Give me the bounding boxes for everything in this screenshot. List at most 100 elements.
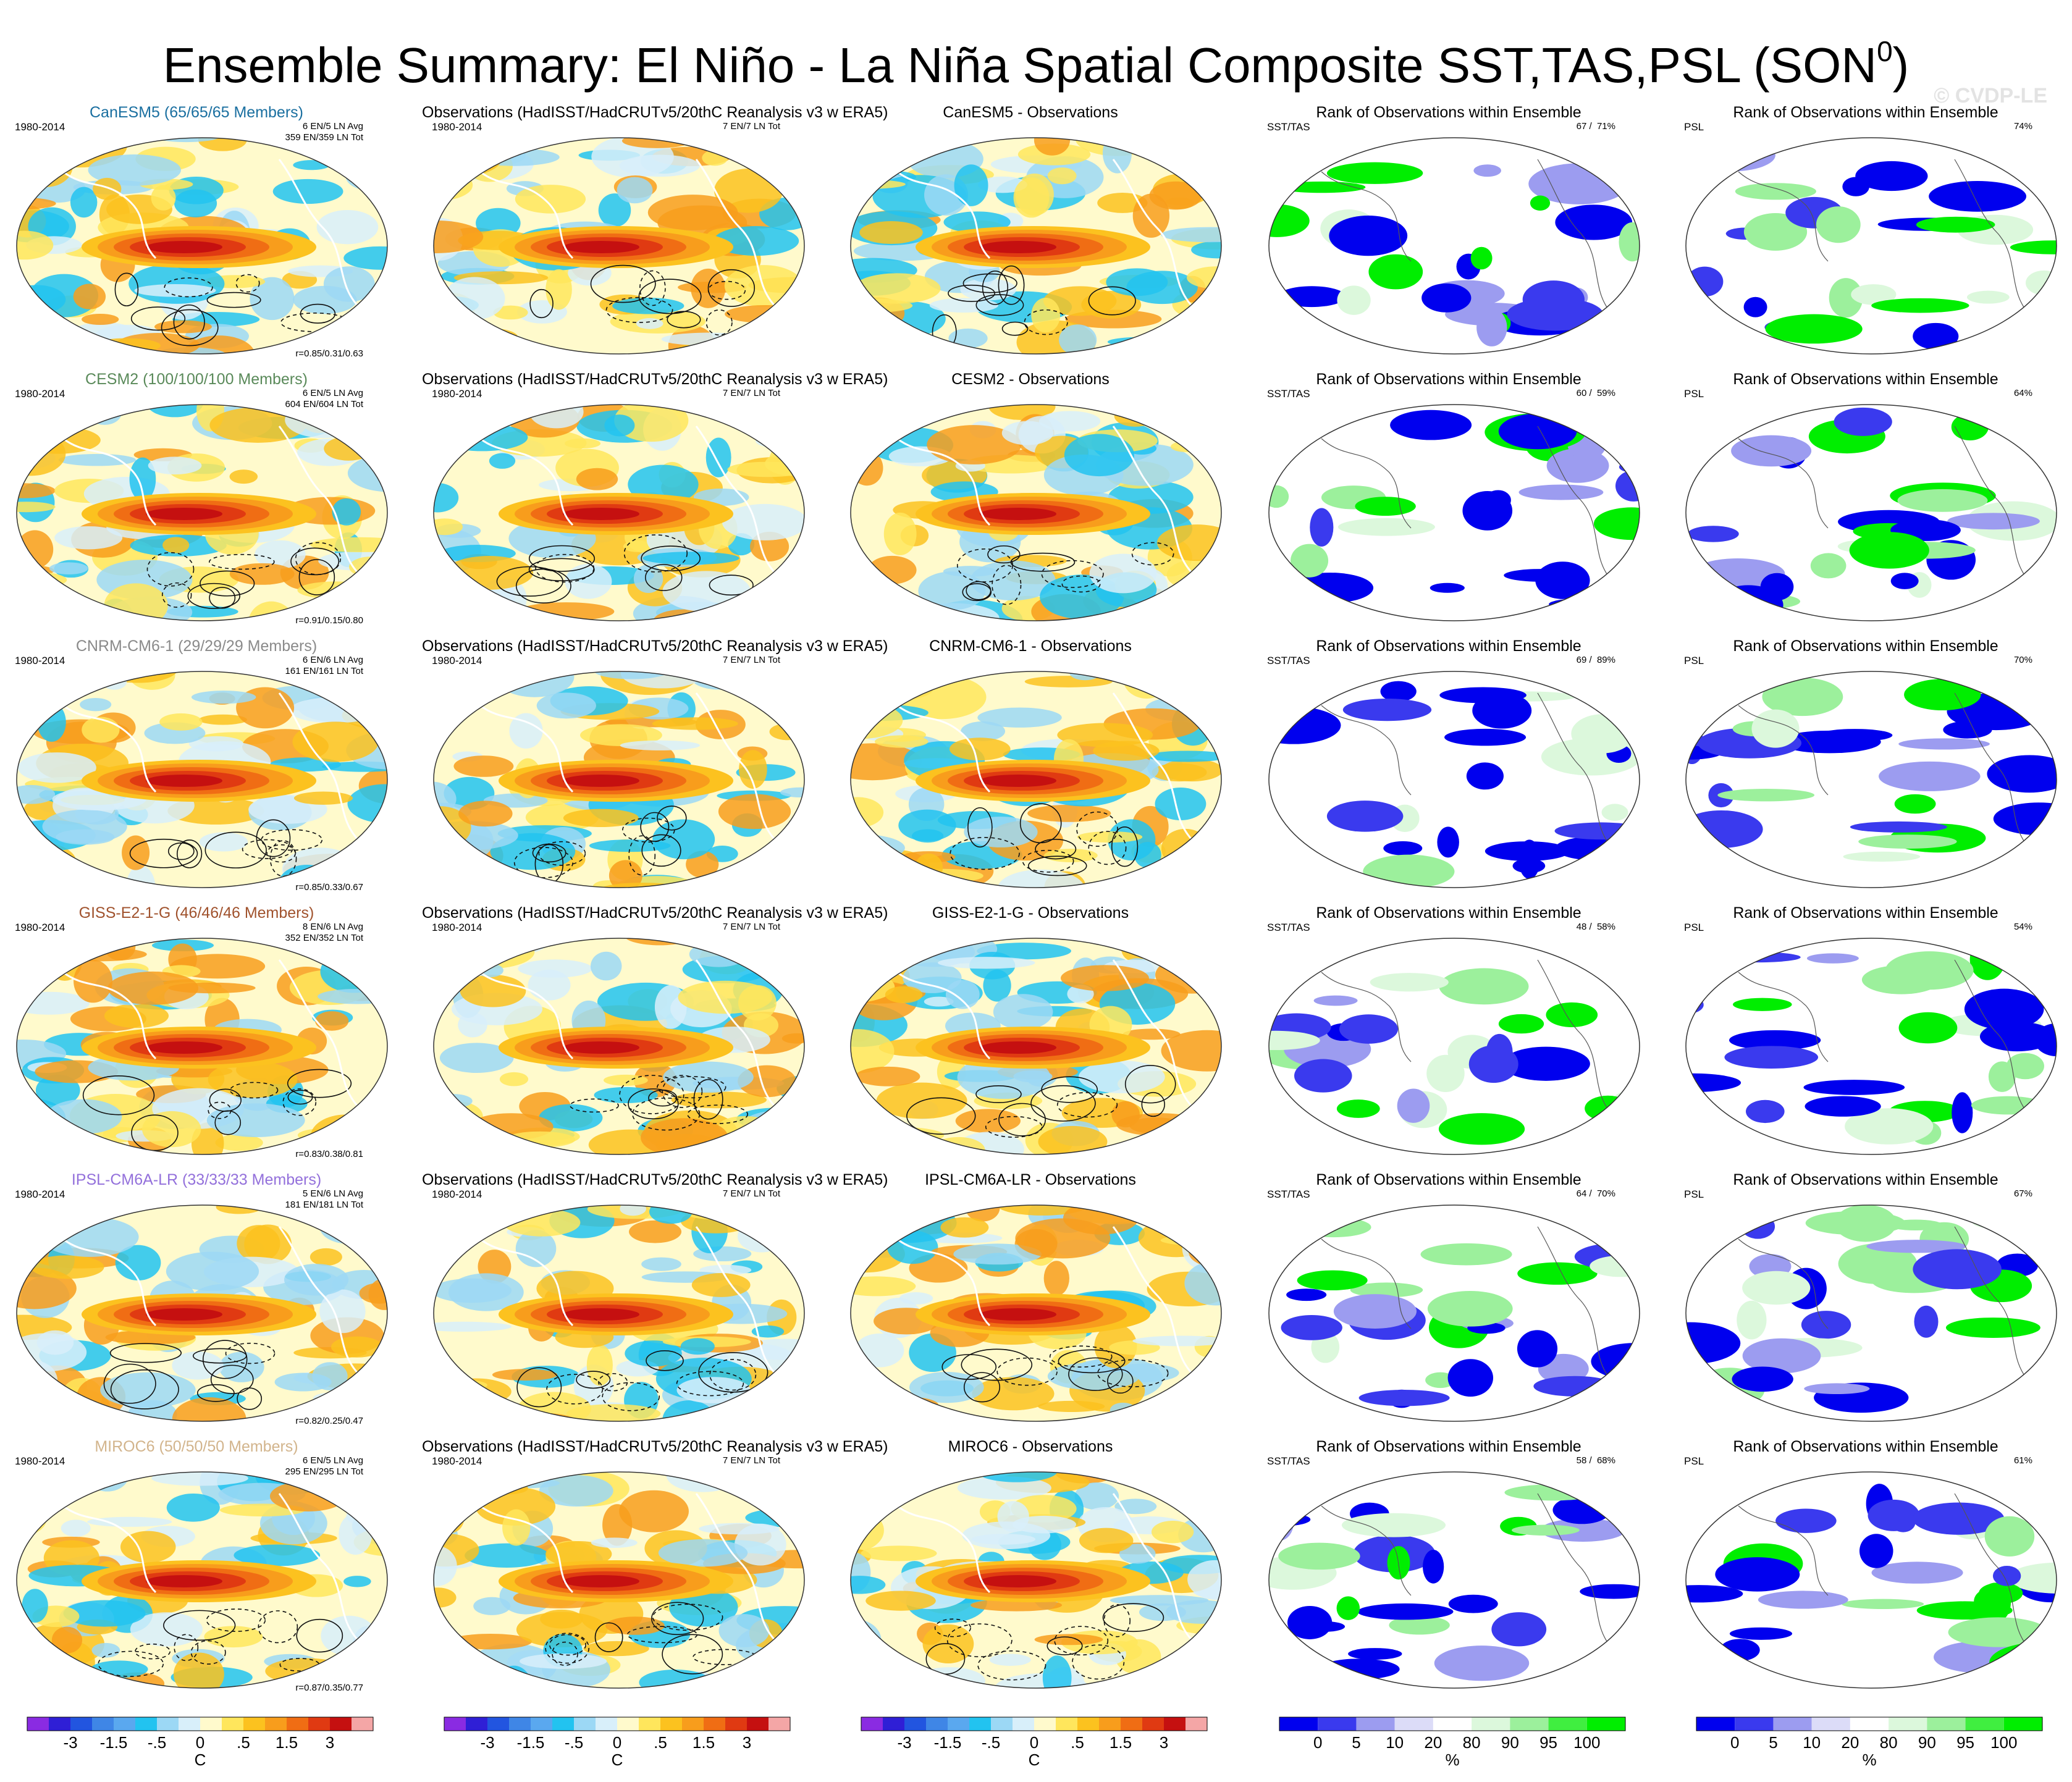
colorbar-tick-label: .5: [654, 1733, 667, 1752]
colorbar-swatch: [1279, 1717, 1318, 1731]
panel-title: Rank of Observations within Ensemble: [1733, 371, 1998, 388]
colorbar-swatch: [2003, 1717, 2042, 1731]
colorbar-swatch: [747, 1717, 769, 1731]
colorbar-tick-label: 3: [1160, 1733, 1168, 1752]
panel-left-label: PSL: [1684, 121, 1704, 133]
temp-map: [850, 404, 1222, 621]
pattern-correlation: r=0.83/0.38/0.81: [295, 1149, 363, 1159]
colorbar-tick-label: .5: [237, 1733, 250, 1752]
panel-right-label: 7 EN/7 LN Tot: [722, 121, 780, 132]
colorbar-tick-label: -3: [63, 1733, 77, 1752]
panel-title: Rank of Observations within Ensemble: [1316, 904, 1581, 922]
panel-title: Observations (HadISST/HadCRUTv5/20thC Re…: [422, 904, 888, 922]
panel-right-label: 5 EN/6 LN Avg 181 EN/181 LN Tot: [285, 1188, 363, 1210]
colorbar-tick-label: 80: [1463, 1733, 1481, 1752]
map-container: [1266, 135, 1643, 357]
map-container: [14, 1469, 390, 1691]
panel-right-label: 7 EN/7 LN Tot: [722, 388, 780, 398]
colorbar-tick-label: 1.5: [693, 1733, 715, 1752]
colorbar-tick-label: 80: [1880, 1733, 1898, 1752]
rank-sst-panel: Rank of Observations within Ensemble SST/…: [1257, 371, 1640, 630]
colorbar: 0 5 10 20 80 90 95 100%: [1279, 1717, 1626, 1769]
panel-title: IPSL-CM6A-LR - Observations: [925, 1171, 1136, 1188]
panel-title: GISS-E2-1-G - Observations: [932, 904, 1129, 922]
temp-map: [850, 1471, 1222, 1689]
temp-map: [433, 137, 805, 355]
panel-right-label: 7 EN/7 LN Tot: [722, 1455, 780, 1466]
colorbar-swatch: [1142, 1717, 1164, 1731]
colorbar-tick-label: -.5: [565, 1733, 583, 1752]
panel-left-label: 1980-2014: [15, 388, 65, 400]
panel-right-label: 6 EN/6 LN Avg 161 EN/161 LN Tot: [285, 655, 363, 676]
rank-map: [1685, 404, 2057, 621]
panel-title: Rank of Observations within Ensemble: [1733, 904, 1998, 922]
colorbar-tick-label: 0: [1313, 1733, 1322, 1752]
rank-sst-panel: Rank of Observations within Ensemble SST/…: [1257, 904, 1640, 1164]
panel-title: Rank of Observations within Ensemble: [1733, 104, 1998, 121]
colorbar-tick-label: 5: [1352, 1733, 1360, 1752]
panel-left-label: SST/TAS: [1267, 388, 1310, 400]
panel-left-label: SST/TAS: [1267, 1188, 1310, 1200]
rank-map: [1268, 137, 1640, 355]
colorbar-swatch: [179, 1717, 200, 1731]
map-container: [431, 135, 807, 357]
colorbar-swatch: [1889, 1717, 1927, 1731]
colorbar-tick-label: 90: [1501, 1733, 1519, 1752]
panel-title: IPSL-CM6A-LR (33/33/33 Members): [71, 1171, 322, 1188]
colorbar-swatch: [1318, 1717, 1357, 1731]
panel-right-label: 69 / 89%: [1576, 655, 1615, 665]
colorbar-swatch: [114, 1717, 135, 1731]
panel-title: Rank of Observations within Ensemble: [1316, 104, 1581, 121]
colorbar-tick-label: 3: [743, 1733, 751, 1752]
colorbar-swatch: [243, 1717, 265, 1731]
colorbar: -3 -1.5 -.5 0 .5 1.5 3 C: [444, 1717, 791, 1769]
panel-title: Rank of Observations within Ensemble: [1733, 1171, 1998, 1188]
map-container: [431, 1202, 807, 1424]
rank-sst-panel: Rank of Observations within Ensemble SST/…: [1257, 1438, 1640, 1697]
colorbar-unit: C: [1029, 1750, 1040, 1769]
temp-map: [16, 671, 388, 888]
colorbar-swatch: [1077, 1717, 1099, 1731]
map-container: [1683, 668, 2060, 891]
rank-psl-panel: Rank of Observations within Ensemble PSL 6…: [1674, 1438, 2057, 1697]
colorbar-swatch: [487, 1717, 509, 1731]
map-container: [848, 935, 1224, 1158]
observations-panel: Observations (HadISST/HadCRUTv5/20thC Re…: [422, 1438, 888, 1697]
panel-left-label: SST/TAS: [1267, 1455, 1310, 1467]
colorbar-swatch: [682, 1717, 704, 1731]
map-container: [431, 1469, 807, 1691]
panel-title: Observations (HadISST/HadCRUTv5/20thC Re…: [422, 371, 888, 388]
panel-left-label: 1980-2014: [432, 655, 482, 666]
rank-map: [1685, 671, 2057, 888]
map-container: [848, 1202, 1224, 1424]
panel-left-label: SST/TAS: [1267, 922, 1310, 933]
colorbar-swatch: [1099, 1717, 1121, 1731]
colorbar-unit: C: [195, 1750, 206, 1769]
panel-right-label: 61%: [2013, 1455, 2032, 1466]
panel-title: Rank of Observations within Ensemble: [1733, 637, 1998, 655]
map-container: [1266, 1202, 1643, 1424]
colorbar-swatch: [135, 1717, 157, 1731]
panel-title: MIROC6 - Observations: [948, 1438, 1113, 1455]
map-container: [1683, 135, 2060, 357]
colorbar-unit: %: [1862, 1750, 1876, 1769]
panel-right-label: 67%: [2013, 1188, 2032, 1199]
panel-title: Observations (HadISST/HadCRUTv5/20thC Re…: [422, 104, 888, 121]
colorbar-swatch: [1735, 1717, 1774, 1731]
colorbar-tick-label: 1.5: [276, 1733, 298, 1752]
colorbar-swatch: [1773, 1717, 1812, 1731]
colorbar-swatch: [991, 1717, 1013, 1731]
panel-left-label: 1980-2014: [15, 1188, 65, 1200]
colorbar-tick-label: -.5: [148, 1733, 166, 1752]
panel-title: MIROC6 (50/50/50 Members): [95, 1438, 298, 1455]
colorbar-swatch: [926, 1717, 948, 1731]
colorbar-swatch: [1433, 1717, 1472, 1731]
rank-psl-panel: Rank of Observations within Ensemble PSL 7…: [1674, 104, 2057, 363]
panel-title: CNRM-CM6-1 (29/29/29 Members): [75, 637, 318, 655]
colorbar: -3 -1.5 -.5 0 .5 1.5 3 C: [27, 1717, 374, 1769]
colorbar-unit: C: [612, 1750, 623, 1769]
colorbar-unit: %: [1445, 1750, 1459, 1769]
observations-panel: Observations (HadISST/HadCRUTv5/20thC Re…: [422, 371, 888, 630]
temp-map: [850, 1204, 1222, 1422]
colorbar-swatch: [596, 1717, 617, 1731]
